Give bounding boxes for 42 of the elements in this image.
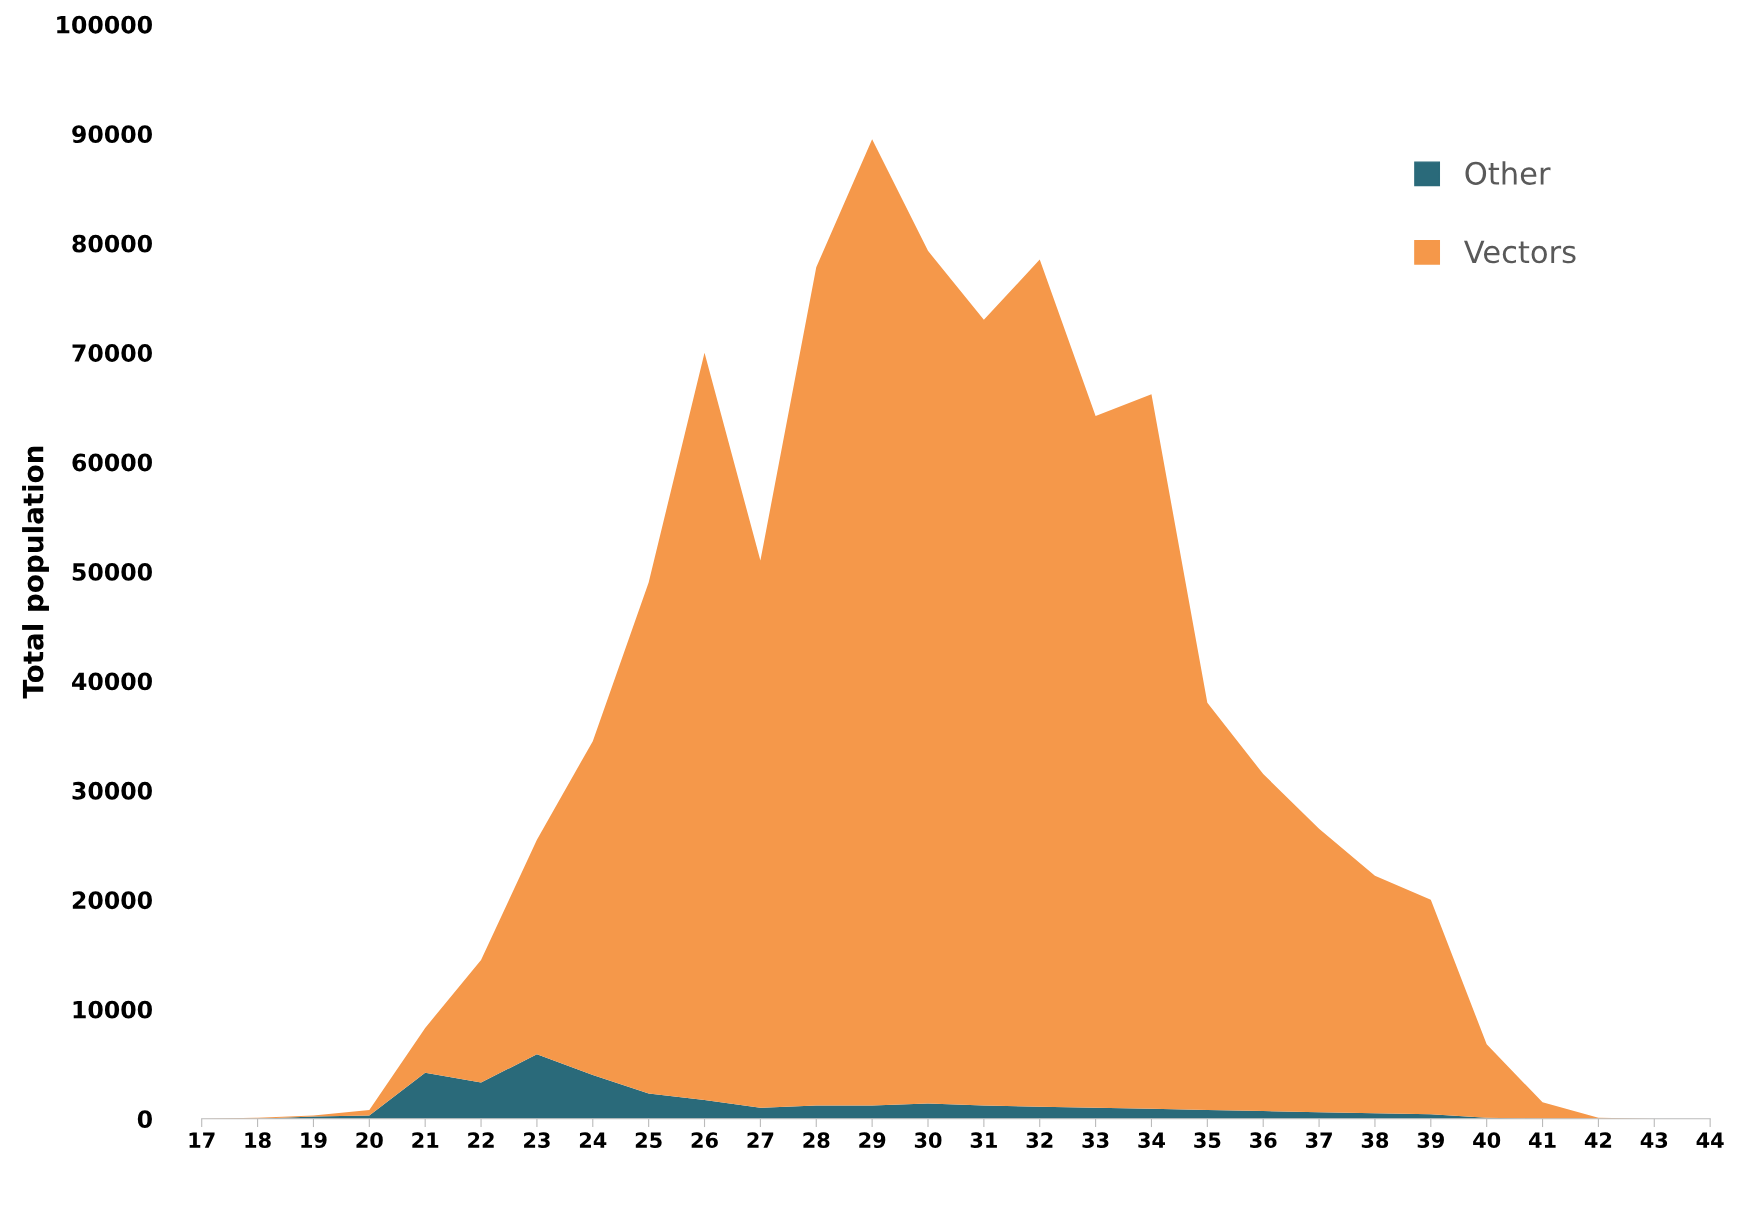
x-tick-label: 35: [1194, 1132, 1221, 1149]
x-tick-label: 22: [468, 1132, 494, 1148]
x-tick-label: 20: [356, 1132, 383, 1149]
y-tick-label: 40000: [72, 672, 152, 691]
x-tick-label: 27: [747, 1132, 774, 1148]
y-tick-label: 20000: [72, 891, 152, 910]
x-tick-label: 43: [1640, 1132, 1668, 1149]
y-tick-label: 100000: [57, 15, 152, 34]
legend-label: Vectors: [1464, 240, 1576, 264]
legend-label: Other: [1465, 161, 1551, 185]
x-tick-label: 19: [301, 1132, 327, 1149]
y-tick-label: 30000: [72, 781, 152, 800]
x-tick-label: 41: [1528, 1132, 1556, 1148]
x-tick-label: 33: [1082, 1132, 1109, 1149]
x-tick-label: 28: [803, 1132, 830, 1149]
y-tick-label: 0: [137, 1110, 152, 1129]
x-tick-label: 38: [1361, 1132, 1389, 1149]
x-tick-label: 21: [412, 1132, 439, 1148]
x-tick-label: 44: [1696, 1132, 1724, 1148]
x-tick-label: 36: [1250, 1132, 1277, 1149]
x-tick-label: 18: [245, 1132, 271, 1149]
x-tick-label: 31: [970, 1132, 997, 1149]
x-tick-label: 34: [1138, 1132, 1166, 1149]
y-tick-label: 50000: [72, 562, 152, 581]
y-tick-label: 80000: [72, 234, 152, 253]
y-tick-label: 90000: [72, 125, 152, 144]
x-tick-label: 24: [579, 1132, 607, 1148]
y-tick-label: 70000: [72, 344, 152, 362]
x-tick-label: 40: [1473, 1132, 1501, 1149]
y-tick-label: 60000: [72, 453, 152, 472]
x-tick-label: 39: [1417, 1132, 1444, 1149]
x-tick-label: 29: [859, 1132, 886, 1149]
y-axis-title: Total population: [22, 446, 49, 699]
x-tick-label: 17: [189, 1132, 215, 1148]
x-tick-label: 23: [524, 1132, 550, 1149]
x-tick-label: 25: [635, 1132, 662, 1149]
y-tick-label: 10000: [73, 1000, 152, 1019]
x-tick-label: 32: [1026, 1132, 1053, 1149]
x-tick-label: 37: [1305, 1132, 1332, 1149]
x-tick-label: 26: [691, 1132, 718, 1149]
x-tick-label: 30: [914, 1132, 942, 1149]
x-tick-label: 42: [1584, 1132, 1612, 1148]
